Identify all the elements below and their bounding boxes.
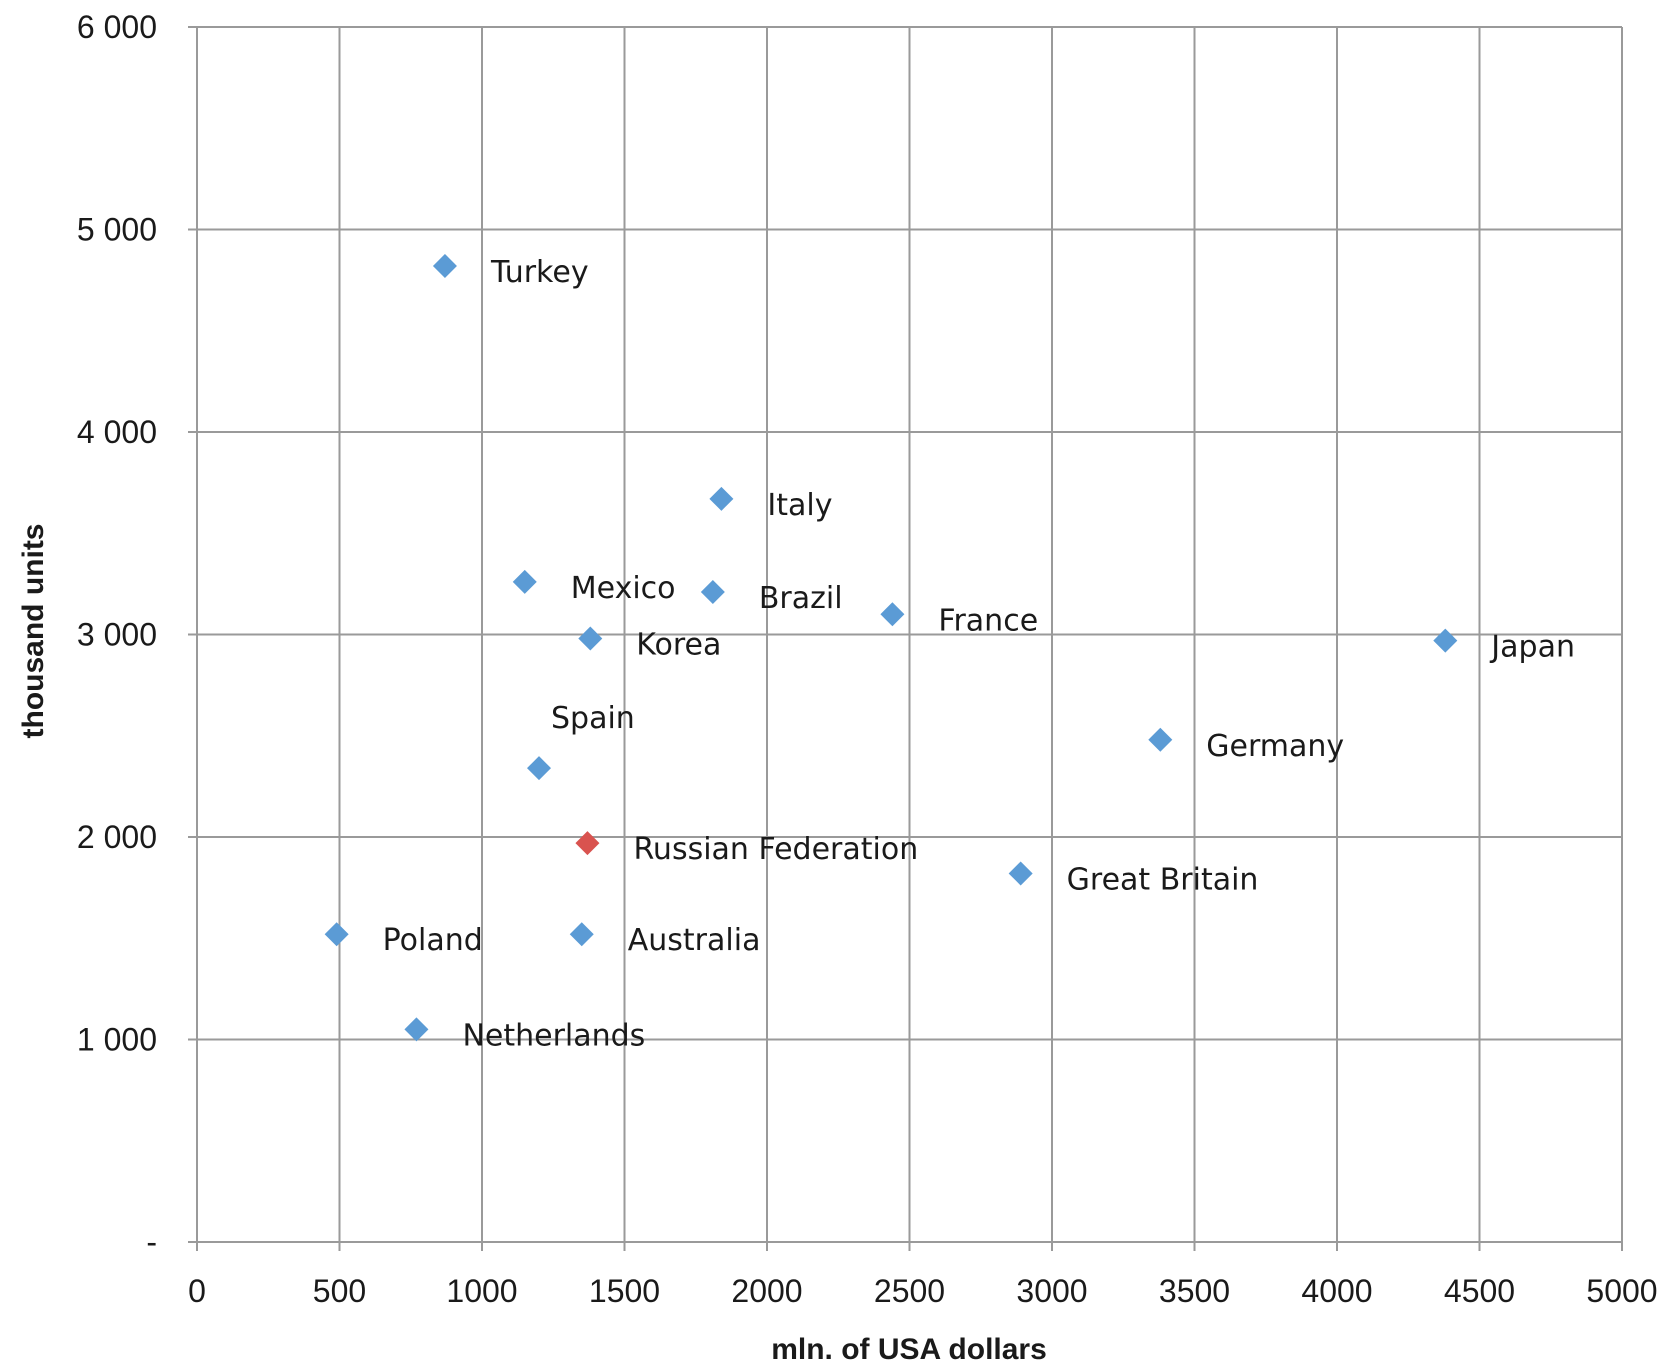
point-label: Russian Federation xyxy=(633,832,918,867)
point-labels: Turkey Italy Mexico Brazil France Korea Japan S… xyxy=(383,255,1575,1053)
x-tick-label: 1000 xyxy=(446,1273,517,1309)
axes xyxy=(188,26,1623,1251)
gridlines xyxy=(197,26,1623,1242)
point-label: Korea xyxy=(636,628,721,663)
y-tick-label: 2 000 xyxy=(77,819,157,855)
point-label: Great Britain xyxy=(1067,862,1259,897)
x-tick-label: 4500 xyxy=(1444,1273,1515,1309)
y-tick-label: 3 000 xyxy=(77,617,157,653)
data-point xyxy=(432,253,457,278)
x-tick-label: 1500 xyxy=(589,1273,660,1309)
x-axis-title: mln. of USA dollars xyxy=(771,1333,1047,1364)
data-point xyxy=(404,1017,429,1042)
data-point xyxy=(1433,628,1458,653)
x-tick-label: 5000 xyxy=(1586,1273,1657,1309)
point-label: Brazil xyxy=(759,581,843,616)
y-tick-label: 6 000 xyxy=(77,9,157,45)
data-point xyxy=(880,602,905,627)
point-label: Australia xyxy=(628,923,761,958)
y-tick-label: 5 000 xyxy=(77,212,157,248)
x-tick-label: 2000 xyxy=(731,1273,802,1309)
point-label: Germany xyxy=(1206,729,1344,764)
data-point xyxy=(1148,727,1173,752)
x-tick-label: 3500 xyxy=(1159,1273,1230,1309)
point-label: Spain xyxy=(551,701,635,736)
data-point xyxy=(1008,861,1033,886)
tick-labels: 0 500 1000 1500 2000 2500 3000 3500 4000 4500 5000… xyxy=(77,9,1658,1309)
point-label: Netherlands xyxy=(462,1018,645,1053)
x-tick-label: 4000 xyxy=(1301,1273,1372,1309)
x-tick-label: 0 xyxy=(188,1273,206,1309)
point-label: Poland xyxy=(383,923,483,958)
data-points xyxy=(324,253,1458,1042)
point-label: Mexico xyxy=(571,571,676,606)
x-tick-label: 3000 xyxy=(1016,1273,1087,1309)
data-point xyxy=(575,831,600,856)
point-label: Turkey xyxy=(490,255,589,290)
point-label: Japan xyxy=(1489,630,1575,665)
data-point xyxy=(569,922,594,947)
data-point xyxy=(578,626,603,651)
data-point xyxy=(324,922,349,947)
point-label: Italy xyxy=(767,488,832,523)
y-tick-label: 4 000 xyxy=(77,414,157,450)
data-point xyxy=(527,756,551,781)
y-tick-label: 1 000 xyxy=(77,1022,157,1058)
point-label: France xyxy=(938,603,1038,638)
x-tick-label: 2500 xyxy=(874,1273,945,1309)
y-tick-label: - xyxy=(146,1224,157,1260)
x-tick-label: 500 xyxy=(313,1273,366,1309)
y-axis-title: thousand units xyxy=(17,524,50,739)
data-point xyxy=(709,486,734,511)
data-point xyxy=(512,569,537,594)
data-point xyxy=(700,579,725,604)
